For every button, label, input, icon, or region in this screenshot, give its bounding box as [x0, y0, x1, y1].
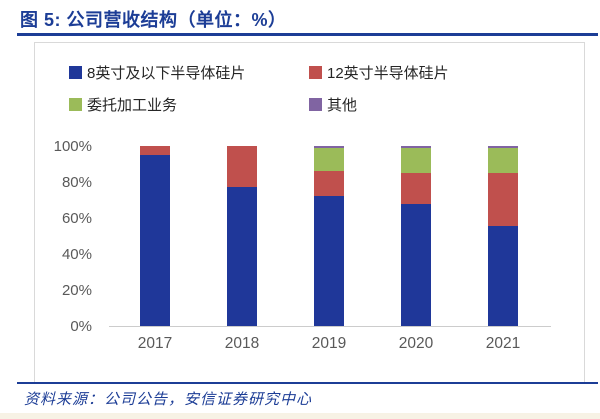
- bar-segment: [488, 173, 518, 227]
- bar-segment: [488, 147, 518, 174]
- bar-segment: [401, 147, 431, 174]
- bar-segment: [314, 171, 344, 197]
- y-axis-tick: 40%: [61, 246, 92, 263]
- y-axis-tick: 60%: [61, 210, 92, 227]
- legend-swatch-12inch-icon: [309, 66, 322, 79]
- bar-segment: [227, 146, 257, 188]
- legend-label-12inch: 12英寸半导体硅片: [327, 65, 449, 82]
- x-axis-label: 2021: [485, 335, 521, 352]
- bar-segment: [488, 226, 518, 326]
- bar-segment: [401, 203, 431, 326]
- chart-box: 8英寸及以下半导体硅片 12英寸半导体硅片 委托加工业务 其他 0% 20% 40%…: [34, 42, 585, 382]
- legend-label-consigned-processing: 委托加工业务: [87, 97, 178, 114]
- legend-item-other: 其他: [309, 96, 358, 114]
- legend-label-other: 其他: [327, 97, 358, 114]
- bar-segment: [314, 146, 344, 148]
- plot-area: 0% 20% 40% 60% 80% 100% 2017 2018 2019 2020 2021: [35, 43, 584, 382]
- y-axis-tick: 80%: [61, 174, 92, 191]
- bar-segment: [488, 146, 518, 148]
- figure-title: 图 5: 公司营收结构（单位：%）: [20, 10, 287, 30]
- x-axis-label: 2017: [137, 335, 173, 352]
- x-axis-label: 2019: [311, 335, 347, 352]
- bar-2021: [488, 146, 518, 326]
- x-axis-label: 2018: [224, 335, 260, 352]
- y-axis-tick: 0%: [70, 318, 92, 335]
- legend-swatch-consigned-processing-icon: [69, 98, 82, 111]
- bar-2018: [227, 146, 257, 326]
- bar-segment: [140, 155, 170, 326]
- bar-segment: [314, 147, 344, 172]
- bottom-rule: [17, 382, 598, 384]
- bar-segment: [401, 146, 431, 148]
- title-rule: [17, 33, 598, 36]
- y-axis-tick: 100%: [53, 138, 92, 155]
- y-axis-tick: 20%: [61, 282, 92, 299]
- bar-2020: [401, 146, 431, 326]
- page-bottom-strip: [0, 413, 600, 419]
- legend-swatch-8inch-icon: [69, 66, 82, 79]
- x-axis-label: 2020: [398, 335, 434, 352]
- bar-segment: [227, 187, 257, 326]
- legend-item-consigned-processing: 委托加工业务: [69, 96, 178, 114]
- bar-segment: [401, 173, 431, 204]
- source-note: 资料来源：公司公告，安信证券研究中心: [24, 390, 313, 408]
- legend-swatch-other-icon: [309, 98, 322, 111]
- x-axis-line: [109, 326, 551, 327]
- legend-item-8inch: 8英寸及以下半导体硅片: [69, 64, 246, 82]
- bar-2019: [314, 146, 344, 326]
- bar-segment: [314, 196, 344, 326]
- bar-segment: [140, 146, 170, 155]
- legend-label-8inch: 8英寸及以下半导体硅片: [87, 65, 246, 82]
- legend-item-12inch: 12英寸半导体硅片: [309, 64, 449, 82]
- bar-2017: [140, 146, 170, 326]
